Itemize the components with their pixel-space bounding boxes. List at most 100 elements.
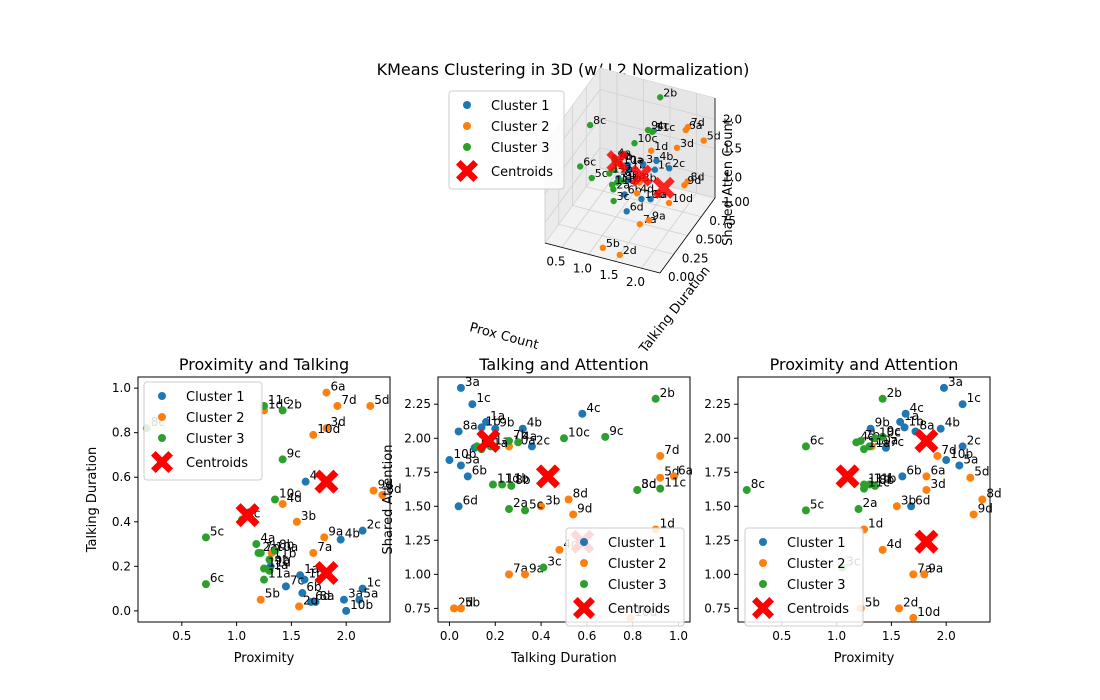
legend-marker-cluster-2	[463, 122, 471, 130]
point-label: 3d	[641, 477, 656, 491]
data-point-cluster-1	[336, 535, 345, 544]
data-point-cluster-2	[322, 388, 331, 397]
data-point-3d-cluster-2	[616, 251, 623, 259]
point-label: 4d	[287, 491, 302, 505]
data-point-cluster-3	[656, 484, 665, 493]
centroid-marker-3	[835, 464, 860, 489]
point-label-3d: 10d	[672, 192, 693, 205]
data-point-cluster-1	[955, 461, 964, 470]
legend-marker-cluster-2	[158, 413, 166, 421]
point-label: 11b	[873, 472, 896, 486]
point-label: 9d	[378, 478, 393, 492]
point-label: 7a	[317, 540, 332, 554]
point-label-3d: 6d	[630, 200, 644, 213]
data-point-cluster-3	[742, 485, 751, 494]
z-tick-label: 1.0	[723, 171, 742, 185]
point-label-3d: 9a	[652, 209, 666, 222]
data-point-cluster-3	[505, 436, 514, 445]
data-point-3d-cluster-1	[623, 208, 630, 215]
data-point-cluster-2	[322, 424, 331, 433]
point-label-3d: 9d	[687, 174, 701, 187]
point-label: 10c	[568, 425, 590, 439]
point-label: 7d	[664, 443, 679, 457]
point-label-3d: 1d	[654, 140, 668, 153]
data-point-cluster-2	[920, 570, 929, 579]
point-label: 5d	[974, 465, 989, 479]
legend-label-centroids: Centroids	[491, 165, 553, 180]
point-label: 6a	[330, 380, 345, 394]
point-label: 6d	[463, 493, 478, 507]
point-label: 6b	[306, 580, 321, 594]
y-tick-label: 1.25	[704, 533, 731, 547]
grid-line	[558, 223, 674, 255]
data-point-cluster-2	[309, 430, 318, 439]
data-point-cluster-1	[300, 575, 309, 584]
legend-label-cluster-2: Cluster 2	[787, 557, 846, 572]
data-point-cluster-2	[456, 604, 465, 613]
legend-label-cluster-3: Cluster 3	[608, 578, 667, 593]
point-label-3d: 8d	[691, 170, 705, 183]
legend-box	[143, 381, 263, 481]
data-point-cluster-3	[505, 505, 514, 514]
point-label: 8a	[919, 418, 934, 432]
centroid-marker-1	[914, 428, 939, 453]
point-label: 3d	[930, 477, 945, 491]
point-label: 4b	[945, 416, 960, 430]
point-label: 11a	[268, 567, 291, 581]
point-label-3d: 5d	[707, 130, 721, 143]
data-point-3d-cluster-3	[610, 197, 617, 205]
data-point-cluster-3	[521, 506, 530, 515]
data-point-cluster-1	[456, 383, 465, 392]
y-tick-label: 0.00	[668, 270, 695, 284]
point-label: 3b	[901, 493, 916, 507]
panel-title: Proximity and Talking	[179, 355, 349, 374]
point-label: 7d	[941, 443, 956, 457]
point-label: 8b	[515, 473, 530, 487]
centroid-marker-1	[314, 561, 339, 585]
y-tick-label: 2.25	[704, 397, 731, 411]
data-point-cluster-3	[539, 563, 548, 572]
data-point-cluster-3	[270, 495, 279, 504]
data-point-cluster-2	[256, 595, 265, 604]
point-label: 8d	[573, 487, 588, 501]
point-label: 4a	[260, 531, 275, 545]
point-label: 7c	[890, 435, 904, 449]
data-point-cluster-2	[292, 517, 301, 526]
data-point-cluster-2	[969, 510, 978, 519]
data-point-cluster-2	[569, 510, 578, 519]
data-point-cluster-1	[518, 424, 527, 433]
data-point-cluster-1	[477, 423, 486, 432]
point-label: 9b	[275, 553, 290, 567]
data-point-3d-cluster-3	[613, 179, 621, 186]
data-point-cluster-2	[505, 570, 514, 579]
data-point-cluster-3	[878, 432, 887, 441]
data-point-cluster-3	[514, 438, 523, 447]
point-label: 6b	[472, 463, 487, 477]
data-point-cluster-1	[578, 409, 587, 418]
point-label-3d: 10a	[623, 153, 644, 166]
data-point-3d-cluster-2	[633, 190, 641, 197]
point-label: 6c	[210, 571, 224, 585]
point-label: 5c	[210, 524, 224, 538]
y-tick-label: 1.00	[704, 567, 731, 581]
point-label-3d: 3d	[680, 137, 694, 150]
data-point-cluster-1	[298, 589, 307, 598]
data-point-cluster-1	[445, 456, 454, 465]
data-point-cluster-1	[527, 442, 536, 451]
point-label: 4b	[527, 416, 542, 430]
legend-label-cluster-3: Cluster 3	[491, 141, 550, 156]
point-label-3d: 6c	[583, 155, 596, 168]
data-point-cluster-1	[456, 461, 465, 470]
data-point-cluster-1	[907, 502, 916, 511]
data-point-3d-cluster-1	[666, 165, 673, 172]
data-point-cluster-1	[936, 424, 945, 433]
proximity-attention-plot: Proximity and Attention 0.5 1.0 1.5 2.0 0.75 1…	[704, 355, 1001, 666]
x-tick-label: 0.0	[440, 629, 459, 643]
data-point-cluster-1	[958, 400, 967, 409]
y-tick-label: 1.75	[704, 465, 731, 479]
data-point-3d-cluster-1	[639, 160, 647, 168]
point-label: 2d	[903, 595, 918, 609]
data-point-cluster-1	[358, 584, 367, 593]
point-label: 5a	[963, 452, 978, 466]
